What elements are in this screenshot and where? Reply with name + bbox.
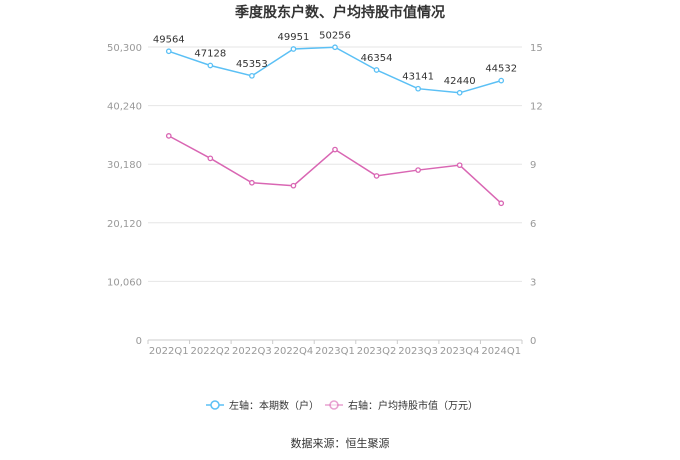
x-tick-label: 2023Q3 <box>398 346 438 357</box>
x-tick-label: 2022Q3 <box>232 346 272 357</box>
series-2-point <box>207 155 214 162</box>
data-label: 43141 <box>402 72 434 83</box>
right-tick-label: 15 <box>530 43 543 54</box>
right-axis: 0 3 6 9 12 15 <box>530 43 543 347</box>
left-axis: 0 10,060 20,120 30,180 40,240 50,300 <box>107 43 142 347</box>
series-1-point <box>373 67 380 73</box>
x-tick-label: 2024Q1 <box>481 346 521 357</box>
data-label: 49564 <box>153 34 185 45</box>
legend-label-2: 右轴：户均持股市值（万元） <box>348 399 478 412</box>
series-2-point <box>415 167 421 173</box>
left-tick-label: 10,060 <box>107 277 142 288</box>
series-2-point <box>165 133 172 139</box>
x-axis: 2022Q1 2022Q2 2022Q3 2022Q4 2023Q1 2023Q2 2023… <box>147 340 523 357</box>
data-label: 45353 <box>236 59 268 70</box>
series-1-point <box>249 72 255 79</box>
x-tick-label: 2023Q1 <box>315 346 355 357</box>
x-tick-label: 2023Q4 <box>440 346 480 357</box>
left-tick-label: 30,180 <box>107 160 142 171</box>
right-tick-label: 12 <box>530 102 543 113</box>
right-tick-label: 6 <box>530 219 536 230</box>
left-tick-label: 20,120 <box>107 219 142 230</box>
legend-marker-1 <box>210 400 220 410</box>
x-tick-label: 2022Q1 <box>149 346 189 357</box>
series-1-point <box>165 48 172 55</box>
left-tick-label: 0 <box>136 336 142 347</box>
data-label: 49951 <box>278 32 310 43</box>
data-label: 47128 <box>194 48 226 59</box>
left-tick-label: 50,300 <box>107 43 142 54</box>
left-tick-label: 40,240 <box>107 102 142 113</box>
x-tick-label: 2023Q2 <box>357 346 397 357</box>
x-tick-label: 2022Q4 <box>274 346 314 357</box>
series-1-point <box>415 85 421 92</box>
data-label: 42440 <box>444 76 476 87</box>
series-line-2 <box>168 135 502 204</box>
series-2-point <box>373 173 380 179</box>
legend: 左轴：本期数（户） 右轴：户均持股市值（万元） <box>206 399 478 412</box>
series-layer: 49564 47128 45353 49951 50256 46354 43141 42440… <box>153 30 517 207</box>
data-label: 50256 <box>319 30 351 41</box>
chart-title: 季度股东户数、户均持股市值情况 <box>234 4 445 21</box>
right-tick-label: 9 <box>530 160 536 171</box>
data-label: 46354 <box>361 53 393 64</box>
series-2-point <box>498 200 505 207</box>
series-1-point <box>456 89 463 96</box>
series-2-point <box>332 146 338 153</box>
right-tick-label: 0 <box>530 336 536 347</box>
x-tick-label: 2022Q2 <box>190 346 230 357</box>
legend-marker-2 <box>329 400 339 410</box>
series-1-point <box>332 44 338 51</box>
series-2-point <box>456 162 463 169</box>
series-1-point <box>207 62 214 69</box>
source-note: 数据来源：恒生聚源 <box>291 436 390 450</box>
series-1-point <box>290 46 297 52</box>
series-1-point <box>498 77 505 84</box>
series-2-point <box>249 179 255 186</box>
right-tick-label: 3 <box>530 277 536 288</box>
series-2-point <box>290 182 297 189</box>
legend-label-1: 左轴：本期数（户） <box>229 399 319 412</box>
data-label: 44532 <box>485 64 517 75</box>
